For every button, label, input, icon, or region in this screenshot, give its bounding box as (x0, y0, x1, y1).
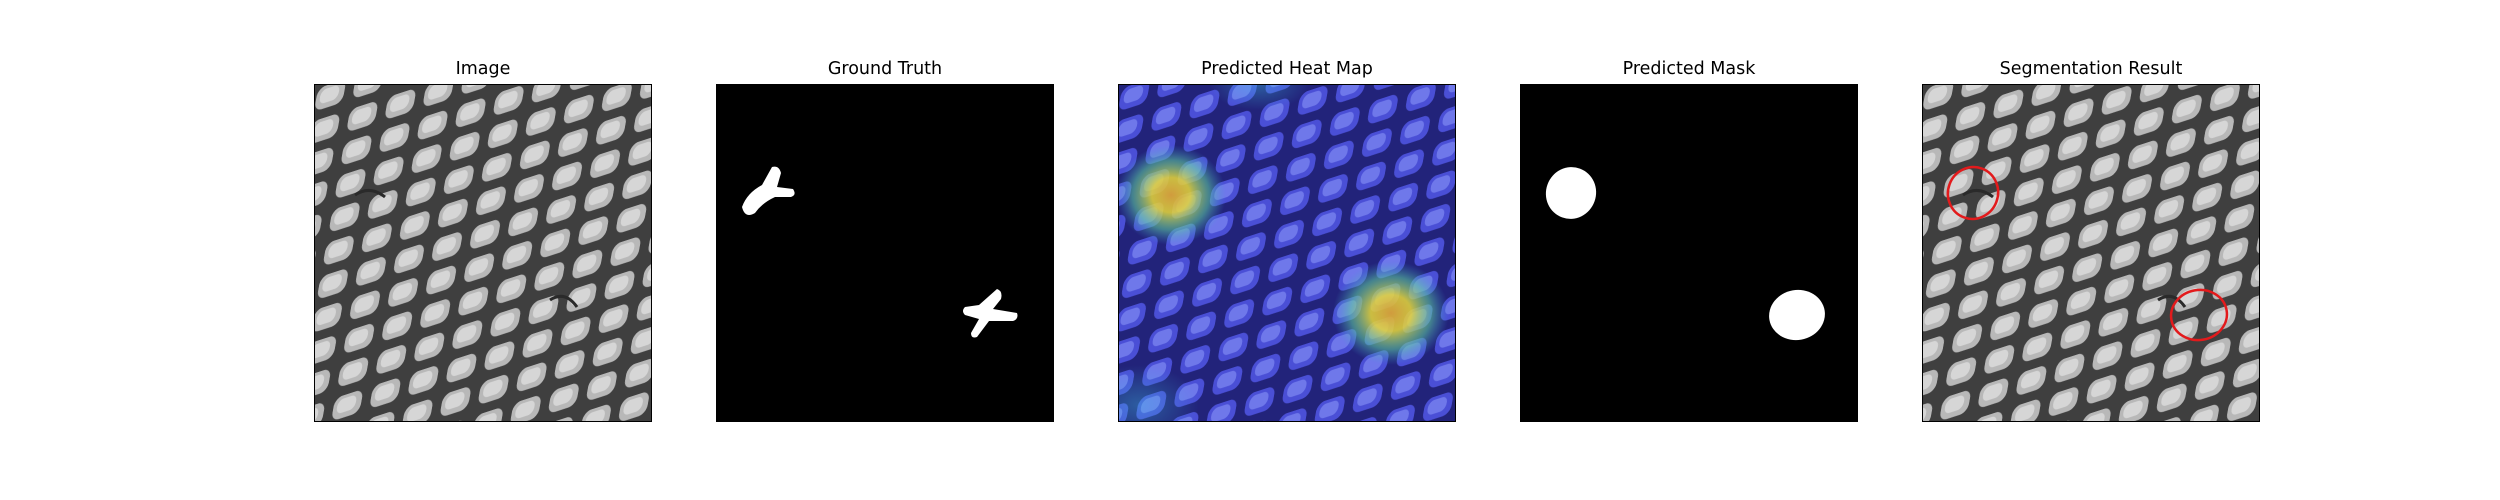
heat-map-overlay (1119, 85, 1455, 421)
predicted-mask (1521, 85, 1857, 421)
panel-title-heat-map: Predicted Heat Map (1201, 59, 1373, 79)
heat-map-frame (1118, 84, 1456, 422)
ground-truth-frame (716, 84, 1054, 422)
segmentation-overlay (1923, 85, 2259, 421)
panel-title-image: Image (455, 59, 511, 79)
predicted-mask-region-2 (1769, 289, 1825, 341)
image-frame (314, 84, 652, 422)
panel-title-ground-truth: Ground Truth (827, 59, 943, 79)
predicted-mask-frame (1520, 84, 1858, 422)
segmentation-contour-2 (2169, 288, 2229, 342)
mesh-image (315, 85, 651, 421)
ground-truth-region-1 (742, 166, 795, 215)
segmentation-contour-1 (1946, 165, 2000, 221)
ground-truth-mask (717, 85, 1053, 421)
ground-truth-region-2 (963, 289, 1018, 338)
panel-title-segmentation-result: Segmentation Result (1999, 59, 2183, 79)
predicted-mask-region-1 (1545, 167, 1597, 219)
segmentation-result-frame (1922, 84, 2260, 422)
panel-title-predicted-mask: Predicted Mask (1622, 59, 1756, 79)
